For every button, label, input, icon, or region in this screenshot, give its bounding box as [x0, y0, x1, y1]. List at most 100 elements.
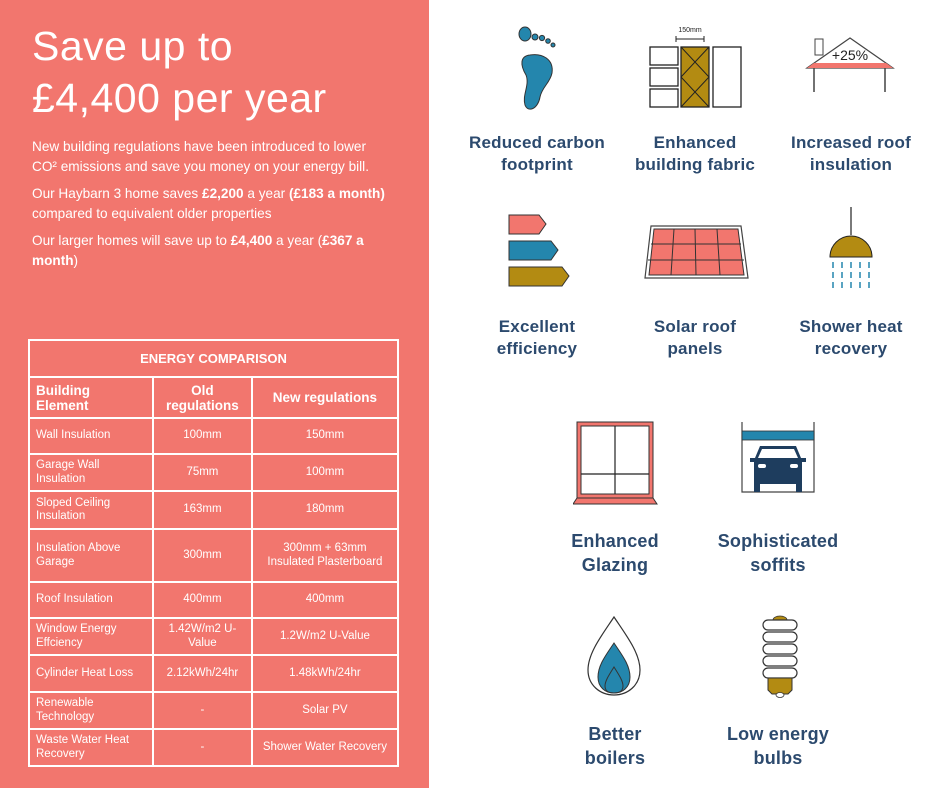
headline-line-1: Save up to — [32, 23, 234, 69]
haybarn-paragraph: Our Haybarn 3 home saves £2,200 a year (… — [32, 184, 392, 224]
label-line: Enhanced — [653, 133, 737, 152]
cell: 150mm — [250, 417, 400, 455]
column-header: Old regulations — [152, 376, 253, 419]
energy-rating-icon — [508, 214, 570, 287]
cell: Garage Wall Insulation — [28, 453, 154, 492]
column-header: Building Element — [28, 376, 154, 419]
cell: 1.42W/m2 U-Value — [152, 617, 253, 656]
garage-car-icon — [741, 422, 815, 493]
feature-label: Solar roof panels — [610, 316, 780, 360]
cell: Waste Water Heat Recovery — [28, 728, 154, 767]
cell: 1.2W/m2 U-Value — [250, 617, 400, 656]
text: Our larger homes will save up to — [32, 233, 231, 248]
feature-label: Reduced carbon footprint — [452, 132, 622, 176]
cell: 1.48kWh/24hr — [250, 654, 400, 693]
table-row: Wall Insulation 100mm 150mm — [28, 417, 400, 455]
intro-paragraph: New building regulations have been intro… — [32, 139, 369, 174]
cell: 100mm — [152, 417, 253, 455]
cell: 75mm — [152, 453, 253, 492]
cell: 100mm — [250, 453, 400, 492]
feature-label: Sophisticated soffits — [693, 529, 863, 577]
label-line: Better — [588, 724, 642, 744]
cell: - — [152, 691, 253, 730]
cell: 400mm — [152, 581, 253, 619]
monthly-saving: £367 a month — [32, 233, 364, 268]
saving-amount: £2,200 — [202, 186, 244, 201]
label-line: building fabric — [634, 155, 756, 174]
table-row: Waste Water Heat Recovery - Shower Water R… — [28, 728, 400, 767]
table-row: Roof Insulation 400mm 400mm — [28, 581, 400, 619]
label-line: Shower heat — [799, 317, 903, 336]
cell: 300mm — [152, 528, 253, 583]
headline-line-2: £4,400 per year — [32, 75, 327, 121]
feature-label: Low energy bulbs — [693, 722, 863, 770]
label-line: Solar roof — [653, 317, 737, 336]
cell: 180mm — [250, 490, 400, 530]
label-line: panels — [667, 339, 723, 358]
column-header: New regulations — [250, 376, 400, 419]
label-line: Increased roof — [791, 133, 911, 152]
table-row: Window Energy Effciency 1.42W/m2 U-Value 1… — [28, 617, 400, 656]
headline: Save up to £4,400 per year — [32, 20, 327, 124]
label-line: Reduced carbon — [469, 133, 605, 152]
label-line: Enhanced — [571, 531, 659, 551]
shower-icon — [829, 207, 873, 288]
wall-insulation-icon: 150mm — [649, 27, 742, 108]
feature-label: Enhanced building fabric — [610, 132, 780, 176]
cell: Shower Water Recovery — [250, 728, 400, 767]
feature-label: Enhanced Glazing — [530, 529, 700, 577]
label-line: Excellent — [498, 317, 576, 336]
feature-label: Better boilers — [530, 722, 700, 770]
dimension-label: 150mm — [678, 27, 702, 34]
percentage-badge: +25% — [832, 47, 868, 63]
solar-panel-icon — [644, 225, 749, 279]
table-row: Insulation Above Garage 300mm 300mm + 63mm… — [28, 528, 400, 583]
label-line: Low energy — [726, 724, 830, 744]
cell: Insulation Above Garage — [28, 528, 154, 583]
intro-text: New building regulations have been intro… — [32, 137, 392, 278]
text: Our Haybarn 3 home saves — [32, 186, 203, 201]
cell: - — [152, 728, 253, 767]
bulb-icon — [762, 615, 798, 698]
feature-label: Increased roof insulation — [766, 132, 936, 176]
label-line: recovery — [814, 339, 888, 358]
text: a year — [243, 186, 289, 201]
feature-label: Excellent efficiency — [452, 316, 622, 360]
cell: Sloped Ceiling Insulation — [28, 490, 154, 530]
larger-homes-paragraph: Our larger homes will save up to £4,400 … — [32, 231, 392, 271]
label-line: efficiency — [496, 339, 578, 358]
footprint-icon — [518, 26, 556, 110]
label-line: insulation — [809, 155, 893, 174]
table-title: ENERGY COMPARISON — [28, 339, 399, 378]
text: compared to equivalent older properties — [32, 206, 272, 221]
label-line: boilers — [584, 748, 646, 768]
monthly-saving: (£183 a month) — [288, 186, 385, 201]
cell: 400mm — [250, 581, 400, 619]
cell: 163mm — [152, 490, 253, 530]
table-row: Cylinder Heat Loss 2.12kWh/24hr 1.48kWh/24… — [28, 654, 400, 693]
label-line: soffits — [750, 555, 806, 575]
roof-icon: +25% — [805, 37, 895, 92]
info-panel: Save up to £4,400 per year New building … — [0, 0, 429, 788]
energy-comparison-table: ENERGY COMPARISON Building Element Old r… — [28, 339, 400, 767]
saving-amount: £4,400 — [230, 233, 273, 248]
label-line: Glazing — [581, 555, 649, 575]
cell: Cylinder Heat Loss — [28, 654, 154, 693]
text: a year ( — [272, 233, 323, 248]
cell: Solar PV — [250, 691, 400, 730]
cell: 2.12kWh/24hr — [152, 654, 253, 693]
label-line: footprint — [501, 155, 573, 174]
feature-label: Shower heat recovery — [766, 316, 936, 360]
window-icon — [573, 421, 658, 505]
table-row: Renewable Technology - Solar PV — [28, 691, 400, 730]
cell: Roof Insulation — [28, 581, 154, 619]
table-row: Sloped Ceiling Insulation 163mm 180mm — [28, 490, 400, 530]
text: ) — [73, 253, 79, 268]
cell: Window Energy Effciency — [28, 617, 154, 656]
cell: Renewable Technology — [28, 691, 154, 730]
flame-icon — [587, 615, 641, 696]
table-row: Garage Wall Insulation 75mm 100mm — [28, 453, 400, 492]
label-line: Sophisticated — [717, 531, 839, 551]
cell: Wall Insulation — [28, 417, 154, 455]
cell: 300mm + 63mm Insulated Plasterboard — [250, 528, 400, 583]
